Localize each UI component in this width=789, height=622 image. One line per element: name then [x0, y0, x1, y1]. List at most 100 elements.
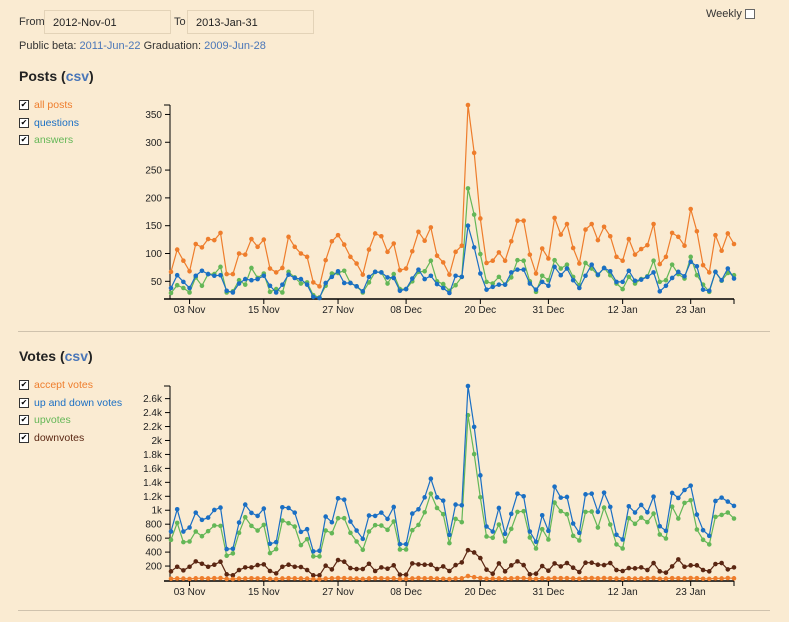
data-point — [521, 218, 526, 223]
data-point — [366, 561, 372, 567]
data-point — [422, 238, 427, 244]
data-point — [298, 281, 304, 286]
legend-checkbox[interactable]: ✔ — [19, 432, 29, 443]
data-point — [694, 228, 700, 234]
x-tick-label: 23 Jan — [676, 587, 706, 598]
legend-item[interactable]: ✔ questions — [19, 117, 79, 129]
data-point — [230, 271, 236, 277]
legend-item[interactable]: ✔ upvotes — [19, 414, 71, 426]
data-point — [645, 509, 650, 515]
data-point — [298, 276, 304, 282]
data-point — [638, 576, 644, 581]
data-point — [620, 546, 625, 551]
data-point — [626, 503, 632, 509]
data-point — [385, 249, 390, 255]
x-tick-label: 08 Dec — [390, 587, 422, 598]
data-point — [632, 510, 638, 515]
public-beta-link[interactable]: 2011-Jun-22 — [79, 40, 141, 52]
data-point — [595, 562, 601, 568]
data-point — [428, 562, 434, 568]
data-point — [700, 262, 706, 268]
legend-checkbox[interactable]: ✔ — [19, 100, 29, 110]
data-point — [385, 281, 390, 286]
data-point — [335, 496, 341, 501]
votes-csv-link[interactable]: csv — [64, 348, 88, 364]
weekly-toggle[interactable]: Weekly — [706, 8, 755, 20]
data-point — [310, 280, 316, 285]
data-point — [638, 502, 644, 508]
data-point — [434, 495, 440, 500]
data-point — [490, 258, 496, 264]
data-point — [372, 522, 378, 528]
data-point — [391, 519, 397, 524]
data-point — [249, 565, 254, 570]
data-point — [422, 276, 427, 282]
data-point — [688, 563, 693, 568]
data-point — [273, 539, 279, 545]
data-point — [471, 574, 477, 580]
data-point — [174, 506, 180, 512]
data-point — [440, 498, 446, 503]
graduation-link[interactable]: 2009-Jun-28 — [204, 40, 266, 52]
from-date-input[interactable]: 2012-Nov-01 — [44, 10, 171, 34]
data-point — [261, 273, 267, 279]
weekly-checkbox[interactable] — [744, 9, 755, 20]
legend-item[interactable]: ✔ downvotes — [19, 432, 84, 444]
data-point — [496, 274, 502, 280]
data-point — [471, 245, 477, 250]
data-point — [533, 571, 539, 577]
data-point — [348, 254, 353, 260]
data-point — [273, 270, 279, 275]
data-point — [416, 562, 421, 567]
data-point — [651, 511, 656, 516]
data-point — [335, 575, 341, 581]
data-point — [719, 560, 724, 566]
data-point — [484, 279, 489, 285]
legend-checkbox[interactable]: ✔ — [19, 117, 29, 128]
legend-checkbox[interactable]: ✔ — [19, 380, 29, 390]
legend-item[interactable]: ✔ all posts — [19, 99, 73, 111]
data-point — [626, 565, 632, 571]
legend-item[interactable]: ✔ answers — [19, 134, 73, 146]
data-point — [496, 561, 502, 566]
data-point — [242, 282, 248, 287]
data-point — [280, 265, 285, 271]
data-point — [583, 575, 588, 581]
data-point — [552, 215, 557, 221]
data-point — [583, 273, 588, 279]
data-point — [187, 290, 192, 295]
legend-item[interactable]: ✔ up and down votes — [19, 397, 122, 409]
data-point — [632, 576, 638, 581]
posts-csv-link[interactable]: csv — [65, 68, 90, 84]
data-point — [218, 523, 223, 529]
data-point — [601, 575, 607, 581]
data-point — [508, 275, 514, 280]
x-tick-label: 03 Nov — [174, 587, 206, 598]
data-point — [261, 562, 267, 567]
data-point — [236, 277, 242, 283]
legend-item[interactable]: ✔ accept votes — [19, 379, 93, 391]
data-point — [533, 287, 539, 292]
data-point — [298, 576, 304, 581]
data-point — [713, 576, 718, 581]
data-point — [168, 576, 174, 582]
data-point — [218, 272, 223, 278]
data-point — [236, 281, 242, 286]
legend-checkbox[interactable]: ✔ — [19, 415, 29, 425]
data-point — [465, 547, 471, 553]
legend-checkbox[interactable]: ✔ — [19, 397, 29, 408]
data-point — [546, 576, 551, 581]
data-point — [682, 487, 687, 493]
to-date-input[interactable]: 2013-Jan-31 — [187, 10, 314, 34]
data-point — [447, 576, 452, 582]
data-point — [242, 252, 248, 257]
x-tick-label: 12 Jan — [608, 587, 638, 598]
data-point — [713, 232, 718, 238]
data-point — [502, 576, 508, 581]
data-point — [230, 546, 236, 552]
data-point — [360, 547, 366, 553]
legend-checkbox[interactable]: ✔ — [19, 135, 29, 145]
data-point — [484, 534, 489, 539]
x-tick-label: 20 Dec — [464, 587, 496, 598]
series-line-all-posts — [170, 104, 735, 288]
